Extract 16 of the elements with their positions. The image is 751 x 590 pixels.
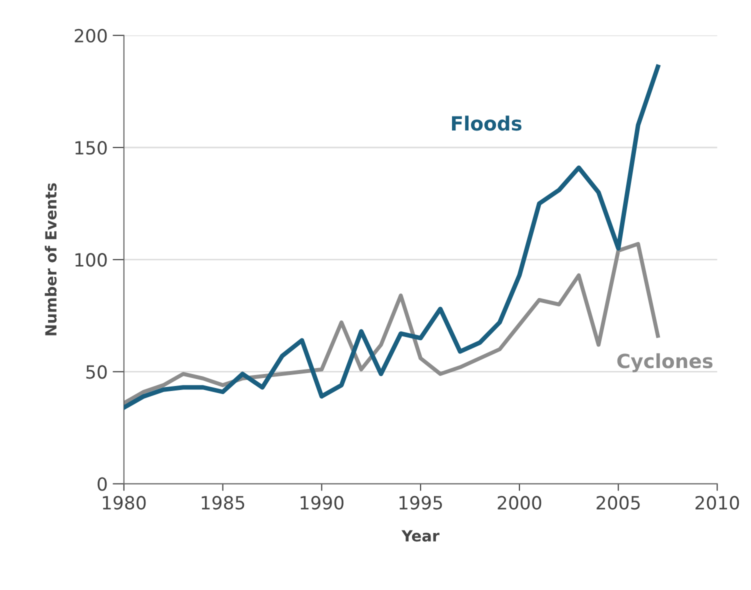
series-label: Cyclones [617, 353, 713, 372]
x-tick-label: 2005 [596, 496, 640, 510]
x-tick-label: 1995 [400, 496, 442, 510]
x-tick-label: 2010 [696, 496, 739, 510]
x-axis-title: Year [401, 530, 440, 542]
text: Floods [452, 116, 522, 131]
x-tick-label: 1985 [202, 496, 244, 510]
y-tick-label: 100 [75, 253, 107, 267]
x-tick-label: 2000 [498, 496, 542, 510]
y-tick-label: 200 [74, 28, 107, 43]
y-axis-title: Number of Events [44, 183, 57, 336]
x-tick-label: 1990 [300, 496, 344, 510]
y-tick-label: 150 [75, 140, 107, 155]
y-tick-label: 50 [86, 365, 107, 379]
y-tick-label: 0 [98, 477, 107, 491]
x-tick-label: 1980 [102, 496, 146, 510]
